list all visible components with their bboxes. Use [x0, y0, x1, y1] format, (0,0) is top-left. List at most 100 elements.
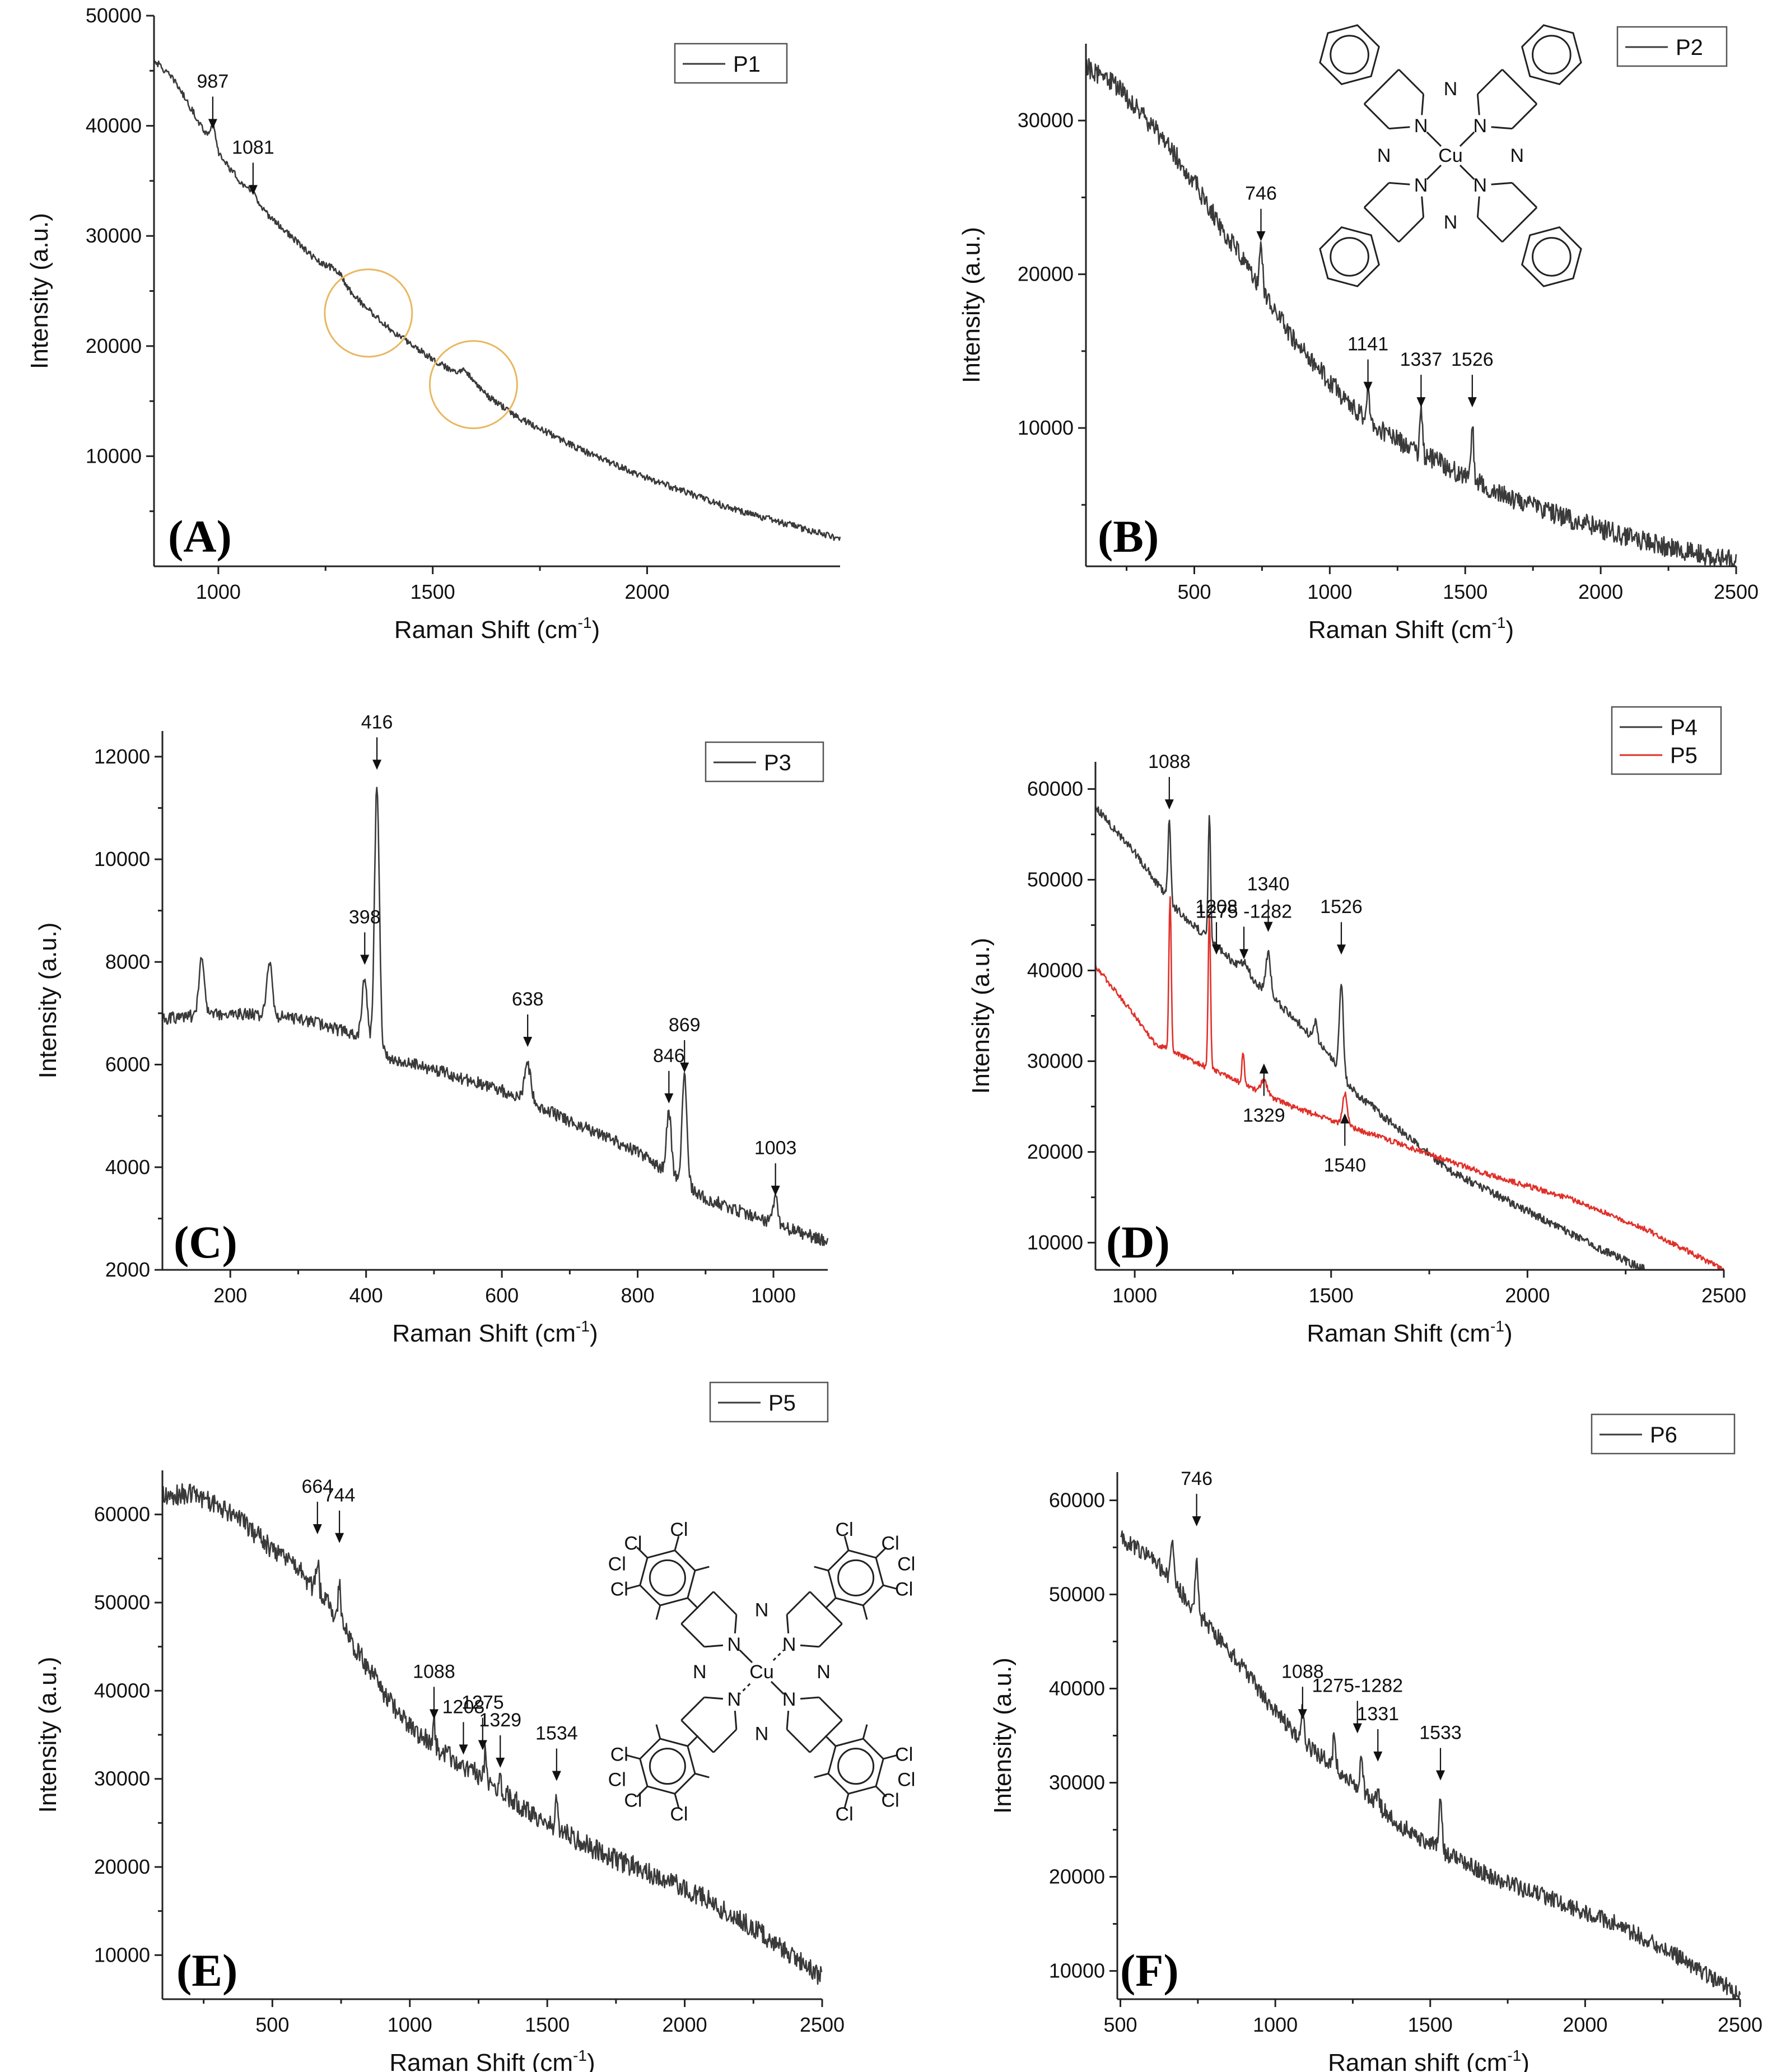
x-tick-label: 2500 — [1718, 2013, 1762, 2036]
peak-label: 1533 — [1419, 1722, 1462, 1744]
x-tick-label: 1500 — [1443, 580, 1487, 603]
cl-bond — [626, 1754, 641, 1760]
y-axis-label: Intensity (a.u.) — [34, 1657, 62, 1813]
x-tick-label: 500 — [255, 2013, 289, 2036]
benzene-ring — [1521, 226, 1582, 287]
annotation-arrow-head — [1263, 921, 1273, 932]
x-axis-label: Raman Shift (cm-1) — [392, 1317, 598, 1347]
peak-label: 1331 — [1356, 1703, 1399, 1725]
x-axis-label-main: Raman Shift (cm — [1307, 1320, 1490, 1347]
panel-letter: (E) — [176, 1945, 237, 1996]
bond — [712, 1591, 737, 1615]
peak-label: 746 — [1245, 183, 1277, 204]
series-line-p5 — [161, 1483, 823, 1985]
bond — [1363, 207, 1400, 243]
bond — [818, 1697, 843, 1721]
peak-label: 1540 — [1323, 1155, 1366, 1176]
x-axis-label-end: ) — [1521, 2049, 1529, 2072]
annotation-arrow-head — [664, 1093, 674, 1103]
cl-bond — [883, 1584, 898, 1590]
atom-label: N — [1510, 145, 1524, 166]
atom-label: N — [1473, 115, 1487, 137]
peak-label: 1340 — [1247, 874, 1290, 895]
bond — [1501, 207, 1538, 243]
bond — [786, 1729, 811, 1753]
legend-label: P6 — [1650, 1423, 1677, 1447]
x-axis-label-end: ) — [591, 616, 600, 644]
x-axis-label: Raman Shift (cm-1) — [389, 2047, 595, 2072]
cl-bond — [674, 1536, 680, 1551]
annotation-arrow-head — [459, 1744, 468, 1755]
x-tick-label: 1000 — [1307, 580, 1352, 603]
x-tick-label: 1000 — [196, 580, 241, 603]
x-axis-label-main: Raman shift (cm — [1328, 2049, 1507, 2072]
x-tick-label: 1000 — [1253, 2013, 1298, 2036]
annotation-arrow-head — [552, 1771, 561, 1781]
atom-label: Cl — [836, 1804, 854, 1825]
peak-label: 987 — [197, 71, 229, 92]
atom-label: Cl — [608, 1770, 626, 1791]
y-tick-label: 50000 — [94, 1591, 150, 1614]
series-line-p2 — [1085, 58, 1737, 567]
bond — [1398, 68, 1424, 95]
y-tick-label: 60000 — [1049, 1488, 1105, 1511]
atom-bg — [688, 1661, 711, 1683]
atom-bg — [1439, 78, 1462, 101]
cl-bond — [875, 1547, 887, 1559]
x-axis-label-main: Raman Shift (cm — [389, 2049, 573, 2072]
panel-f: 500 1000 1500 2000 2500 10000 20000 30000 40000 5… — [989, 1413, 1762, 2072]
peak-label: 1208 — [1195, 896, 1238, 918]
x-tick-label: 2500 — [800, 2013, 845, 2036]
atom-label: N — [1414, 175, 1428, 196]
atom-label: Cl — [670, 1519, 688, 1540]
peak-label: 1526 — [1451, 349, 1494, 370]
cl-bond — [843, 1536, 850, 1551]
y-tick-label: 10000 — [86, 444, 142, 467]
y-axis-label: Intensity (a.u.) — [34, 923, 62, 1079]
atom-label: N — [693, 1661, 707, 1683]
bond — [680, 1697, 705, 1721]
cu-n-bond — [1426, 131, 1444, 149]
x-axis-label-main: Raman Shift (cm — [1308, 616, 1492, 644]
x-tick-label: 2000 — [624, 580, 669, 603]
annotation-arrow-head — [523, 1037, 533, 1047]
annotation-arrow-head — [1298, 1709, 1307, 1720]
annotation-arrow-head — [1353, 1723, 1362, 1734]
peak-label: 1337 — [1400, 349, 1443, 370]
atom-label: N — [755, 1724, 769, 1745]
peak-label: 1003 — [754, 1138, 797, 1159]
annotation-arrow-head — [680, 1062, 689, 1073]
benzene-ring — [827, 1738, 884, 1795]
x-tick-label: 1500 — [1309, 1284, 1354, 1307]
bond — [818, 1623, 843, 1647]
y-tick-label: 20000 — [1049, 1865, 1105, 1888]
panel-c: 200 400 600 800 1000 2000 4000 6000 8000 10000 120… — [34, 711, 829, 1347]
peak-label: 1526 — [1320, 896, 1363, 918]
peak-label: 846 — [653, 1045, 685, 1067]
x-tick-label: 800 — [621, 1284, 655, 1307]
legend-label: P1 — [733, 52, 761, 77]
peak-label: 1208 — [442, 1696, 485, 1717]
y-tick-label: 20000 — [1018, 263, 1074, 286]
x-axis-label-end: ) — [590, 1320, 598, 1347]
y-tick-label: 20000 — [86, 334, 142, 357]
atom-bg — [812, 1661, 835, 1683]
aromatic-ring — [837, 1559, 875, 1596]
peak-label: 1534 — [535, 1723, 578, 1744]
atom-label: Cl — [882, 1790, 899, 1812]
y-tick-label: 30000 — [1049, 1771, 1105, 1794]
panel-letter: (B) — [1098, 511, 1159, 562]
annotation-arrow-head — [1259, 1063, 1269, 1074]
aromatic-ring — [1330, 237, 1369, 277]
benzene-ring — [827, 1549, 884, 1607]
atom-label: Cl — [897, 1553, 915, 1575]
annotation-arrow-head — [1256, 231, 1266, 241]
peak-label: 1141 — [1347, 334, 1388, 355]
y-tick-label: 60000 — [1027, 777, 1083, 800]
atom-label: N — [1377, 145, 1391, 166]
y-tick-label: 20000 — [94, 1855, 150, 1878]
cl-bond — [694, 1566, 710, 1572]
legend-label: P5 — [768, 1391, 796, 1416]
peak-label: 1081 — [232, 137, 274, 158]
